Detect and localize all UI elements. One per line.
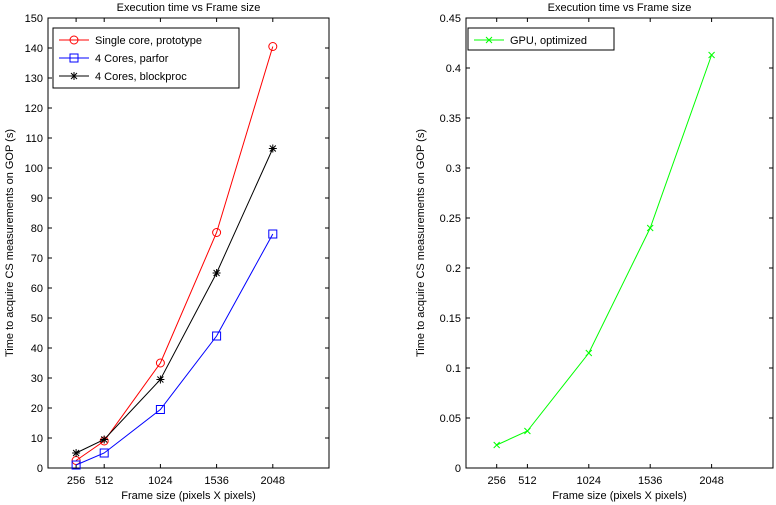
y-tick-label: 150 [25,13,43,25]
y-tick-label: 0.3 [446,163,461,175]
y-tick-label: 30 [31,373,43,385]
x-tick-label: 2048 [699,475,723,487]
legend: GPU, optimized [467,27,615,51]
y-tick-label: 0.4 [446,63,461,75]
chart-1: 256 512 1024 1536 2048 0 10 20 30 40 50 60 70 80 90 100… [4,2,330,502]
legend-entry: Single core, prototype [95,35,202,47]
legend-marker [70,72,78,80]
x-axis-label: Frame size (pixels X pixels) [552,490,686,502]
series-3 [72,144,277,457]
legend-entry: 4 Cores, blockproc [95,71,187,83]
y-tick-label: 0.25 [440,213,461,225]
plot-area [47,17,330,469]
data-point [212,269,221,277]
data-point [156,375,165,384]
data-point [72,449,81,457]
series-line [75,46,274,461]
y-axis-label: Time to acquire CS measurements on GOP (… [4,129,16,357]
legend-entry: GPU, optimized [510,35,587,47]
data-point [646,224,654,232]
y-tick-label: 50 [31,313,43,325]
y-tick-label: 100 [25,163,43,175]
data-point [212,331,222,341]
x-tick-label: 1536 [638,475,662,487]
y-tick-label: 0.2 [446,263,461,275]
y-tick-label: 120 [25,103,43,115]
y-tick-label: 0.05 [440,413,461,425]
data-point [708,51,715,59]
y-tick-label: 0 [455,463,461,475]
y-tick-label: 70 [31,253,43,265]
data-point [100,435,109,444]
x-tick-label: 512 [95,475,113,487]
data-point [268,42,278,51]
x-tick-label: 1024 [148,475,172,487]
data-point [585,349,593,357]
legend-box [467,27,615,51]
y-tick-label: 0 [37,463,43,475]
data-point [155,405,165,414]
y-tick-label: 20 [31,403,43,415]
series-1 [493,51,715,449]
y-tick-label: 0.35 [440,113,461,125]
plot-area [465,17,774,469]
legend: Single core, prototype 4 Cores, parfor 4 C… [52,27,240,89]
chart-title: Execution time vs Frame size [548,2,692,14]
y-tick-label: 90 [31,193,43,205]
data-point [268,229,278,239]
y-tick-label: 140 [25,43,43,55]
data-point [268,144,277,153]
y-tick-label: 110 [25,133,43,145]
series-line [75,233,274,466]
legend-marker [69,53,79,63]
legend-marker [485,36,493,44]
y-tick-label: 40 [31,343,43,355]
legend-entry: 4 Cores, parfor [95,53,169,65]
y-tick-label: 130 [25,73,43,85]
x-tick-label: 2048 [261,475,285,487]
x-tick-label: 256 [67,475,85,487]
x-axis-label: Frame size (pixels X pixels) [121,490,255,502]
y-tick-label: 0.15 [440,313,461,325]
y-tick-label: 60 [31,283,43,295]
data-point [493,441,501,449]
data-point [155,358,165,368]
y-tick-label: 10 [31,433,43,445]
y-axis-label: Time to acquire CS measurements on GOP (… [415,129,427,357]
y-tick-label: 80 [31,223,43,235]
data-point [71,460,81,470]
data-point [99,448,109,458]
x-tick-label: 1536 [204,475,228,487]
chart-2: 256 512 1024 1536 2048 0 0.05 0.1 0.15 0.2 0.25 0.3… [415,2,774,502]
data-point [524,427,531,435]
chart-title: Execution time vs Frame size [117,2,261,14]
y-tick-label: 0.1 [446,363,461,375]
legend-marker [69,35,79,45]
x-tick-label: 512 [518,475,536,487]
data-point [212,228,222,237]
x-tick-label: 256 [488,475,506,487]
y-tick-label: 0.45 [440,13,461,25]
series-2 [71,229,278,470]
x-tick-label: 1024 [577,475,601,487]
